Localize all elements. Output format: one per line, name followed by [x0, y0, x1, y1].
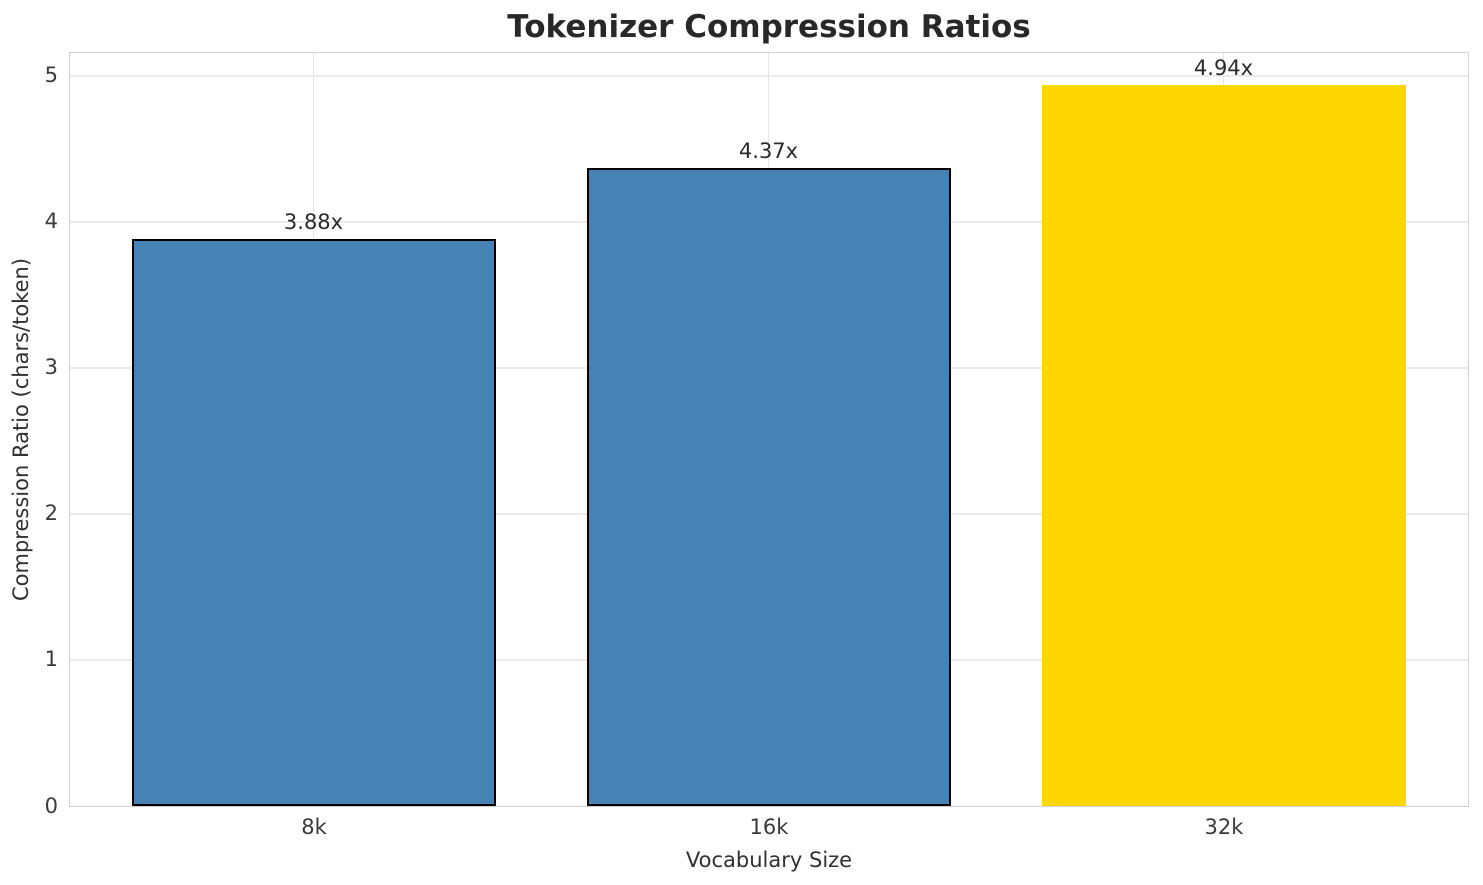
- x-tick-label: 8k: [301, 815, 327, 839]
- y-tick-label: 3: [44, 355, 58, 380]
- bar-32k: [1041, 84, 1406, 806]
- x-tick-label: 32k: [1204, 815, 1244, 839]
- y-tick-label: 0: [44, 793, 58, 818]
- y-tick-label: 5: [44, 63, 58, 88]
- y-tick-label: 2: [44, 501, 58, 526]
- bar-value-label: 3.88x: [283, 210, 344, 235]
- x-axis-label: Vocabulary Size: [685, 848, 853, 872]
- bar-value-label: 4.94x: [1193, 55, 1254, 80]
- chart-title: Tokenizer Compression Ratios: [507, 9, 1031, 45]
- y-tick-label: 1: [44, 647, 58, 672]
- bar-8k: [131, 239, 496, 806]
- bar-value-label: 4.37x: [738, 138, 799, 163]
- plot-area: 3.88x 4.37x 4.94x: [69, 52, 1469, 807]
- bar-16k: [586, 167, 951, 806]
- x-tick-label: 16k: [749, 815, 789, 839]
- y-tick-label: 4: [44, 209, 58, 234]
- y-axis-label: Compression Ratio (chars/token): [9, 258, 33, 602]
